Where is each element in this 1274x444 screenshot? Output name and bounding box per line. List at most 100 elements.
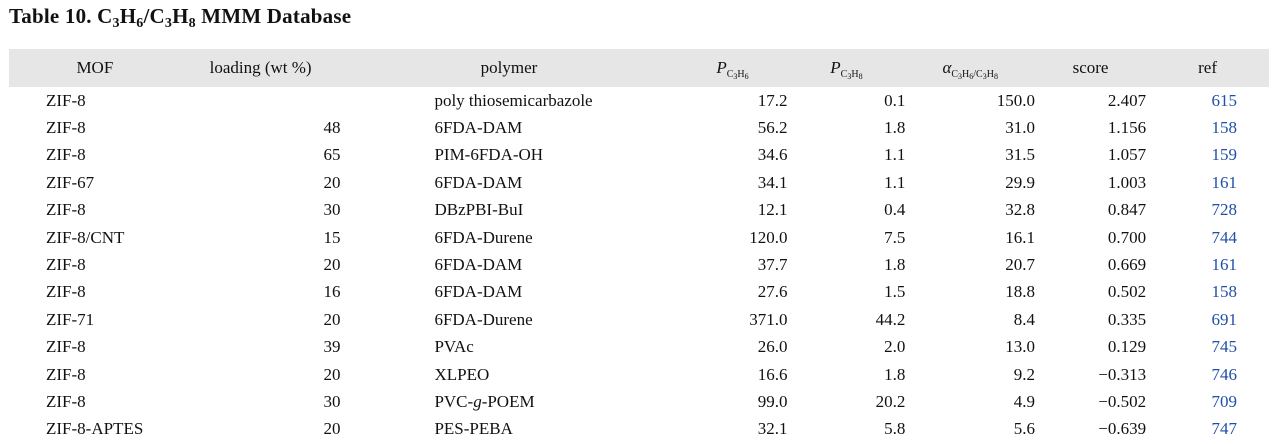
cell-score: 1.057 bbox=[1107, 145, 1147, 165]
cell-loading: 30 bbox=[323, 391, 341, 411]
table-row: ZIF-8 65 PIM-6FDA-OH 34.6 1.1 31.5 1.057… bbox=[9, 142, 1269, 169]
table-row: ZIF-67 20 6FDA-DAM 34.1 1.1 29.9 1.003 1… bbox=[9, 169, 1269, 196]
cell-p-c3h6: 37.7 bbox=[757, 255, 788, 275]
ref-link[interactable]: 691 bbox=[1211, 309, 1238, 329]
cell-score: 0.847 bbox=[1107, 200, 1147, 220]
cell-score: −0.639 bbox=[1098, 419, 1147, 439]
ref-link[interactable]: 744 bbox=[1211, 227, 1238, 247]
cell-loading: 20 bbox=[323, 419, 341, 439]
cell-p-c3h6: 17.2 bbox=[757, 90, 788, 110]
cell-p-c3h6: 120.0 bbox=[749, 227, 788, 247]
cell-p-c3h8: 2.0 bbox=[884, 337, 906, 357]
cell-mof: ZIF-8 bbox=[46, 282, 86, 302]
cell-alpha: 4.9 bbox=[1013, 391, 1035, 411]
ref-link[interactable]: 746 bbox=[1211, 364, 1238, 384]
table-row: ZIF-8 48 6FDA-DAM 56.2 1.8 31.0 1.156 15… bbox=[9, 114, 1269, 141]
cell-mof: ZIF-8 bbox=[46, 90, 86, 110]
mmm-database-table: MOF loading (wt %) polymer PC3H6 PC3H8 α… bbox=[9, 49, 1269, 443]
ref-link[interactable]: 709 bbox=[1211, 391, 1238, 411]
ref-link[interactable]: 161 bbox=[1211, 255, 1238, 275]
cell-p-c3h8: 1.1 bbox=[884, 172, 906, 192]
cell-score: 0.502 bbox=[1107, 282, 1147, 302]
cell-p-c3h6: 34.6 bbox=[757, 145, 788, 165]
cell-p-c3h6: 26.0 bbox=[757, 337, 788, 357]
cell-p-c3h8: 44.2 bbox=[875, 309, 906, 329]
cell-p-c3h6: 12.1 bbox=[757, 200, 788, 220]
cell-score: 2.407 bbox=[1107, 90, 1147, 110]
cell-alpha: 20.7 bbox=[1005, 255, 1035, 275]
cell-p-c3h8: 0.4 bbox=[884, 200, 906, 220]
cell-alpha: 29.9 bbox=[1005, 172, 1035, 192]
cell-polymer: 6FDA-DAM bbox=[434, 118, 523, 138]
cell-loading: 15 bbox=[323, 227, 341, 247]
ref-link[interactable]: 159 bbox=[1211, 145, 1238, 165]
cell-loading: 20 bbox=[323, 364, 341, 384]
cell-p-c3h8: 20.2 bbox=[875, 391, 906, 411]
header-mof: MOF bbox=[76, 58, 114, 77]
cell-p-c3h8: 1.8 bbox=[884, 364, 906, 384]
cell-p-c3h8: 1.8 bbox=[884, 255, 906, 275]
cell-mof: ZIF-8-APTES bbox=[46, 419, 144, 439]
cell-alpha: 18.8 bbox=[1005, 282, 1035, 302]
table-row: ZIF-8 20 6FDA-DAM 37.7 1.8 20.7 0.669 16… bbox=[9, 251, 1269, 278]
cell-polymer: 6FDA-DAM bbox=[434, 282, 523, 302]
cell-polymer: 6FDA-Durene bbox=[434, 309, 533, 329]
cell-polymer: 6FDA-Durene bbox=[434, 227, 533, 247]
ref-link[interactable]: 615 bbox=[1211, 90, 1238, 110]
cell-p-c3h6: 99.0 bbox=[757, 391, 788, 411]
cell-score: −0.502 bbox=[1098, 391, 1147, 411]
cell-loading: 30 bbox=[323, 200, 341, 220]
cell-score: 0.669 bbox=[1107, 255, 1147, 275]
cell-p-c3h8: 7.5 bbox=[884, 227, 906, 247]
cell-alpha: 9.2 bbox=[1013, 364, 1035, 384]
cell-polymer: PES-PEBA bbox=[434, 419, 513, 439]
cell-alpha: 5.6 bbox=[1013, 419, 1035, 439]
cell-score: −0.313 bbox=[1098, 364, 1147, 384]
ref-link[interactable]: 161 bbox=[1211, 172, 1238, 192]
header-alpha: αC3H6/C3H8 bbox=[942, 58, 998, 81]
ref-link[interactable]: 158 bbox=[1211, 118, 1238, 138]
cell-p-c3h6: 27.6 bbox=[757, 282, 788, 302]
cell-alpha: 8.4 bbox=[1013, 309, 1035, 329]
cell-alpha: 16.1 bbox=[1005, 227, 1035, 247]
header-p-c3h6: PC3H6 bbox=[716, 58, 749, 81]
ref-link[interactable]: 745 bbox=[1211, 337, 1238, 357]
header-ref: ref bbox=[1198, 58, 1217, 77]
cell-mof: ZIF-8 bbox=[46, 255, 86, 275]
cell-polymer: PVC-g-POEM bbox=[434, 391, 535, 411]
cell-polymer: poly thiosemicarbazole bbox=[434, 90, 593, 110]
cell-loading: 39 bbox=[323, 337, 341, 357]
cell-p-c3h8: 1.5 bbox=[884, 282, 906, 302]
cell-mof: ZIF-8 bbox=[46, 391, 86, 411]
cell-p-c3h8: 0.1 bbox=[884, 90, 906, 110]
cell-p-c3h6: 34.1 bbox=[757, 172, 788, 192]
header-polymer: polymer bbox=[480, 58, 538, 77]
cell-polymer: XLPEO bbox=[434, 364, 490, 384]
cell-alpha: 31.5 bbox=[1005, 145, 1035, 165]
cell-score: 1.156 bbox=[1107, 118, 1147, 138]
cell-loading: 48 bbox=[323, 118, 341, 138]
cell-alpha: 31.0 bbox=[1005, 118, 1035, 138]
cell-score: 0.700 bbox=[1107, 227, 1147, 247]
table-row: ZIF-8-APTES 20 PES-PEBA 32.1 5.8 5.6 −0.… bbox=[9, 416, 1269, 443]
cell-p-c3h6: 16.6 bbox=[757, 364, 788, 384]
header-row: MOF loading (wt %) polymer PC3H6 PC3H8 α… bbox=[9, 49, 1269, 87]
cell-loading: 20 bbox=[323, 255, 341, 275]
cell-mof: ZIF-8/CNT bbox=[46, 227, 125, 247]
cell-p-c3h8: 1.8 bbox=[884, 118, 906, 138]
cell-loading: 16 bbox=[323, 282, 341, 302]
ref-link[interactable]: 747 bbox=[1211, 419, 1238, 439]
header-score: score bbox=[1072, 58, 1109, 77]
cell-mof: ZIF-67 bbox=[46, 172, 95, 192]
cell-mof: ZIF-8 bbox=[46, 364, 86, 384]
table-row: ZIF-8 30 PVC-g-POEM 99.0 20.2 4.9 −0.502… bbox=[9, 388, 1269, 415]
table-title: Table 10. C3H6/C3H8 MMM Database bbox=[9, 4, 352, 31]
cell-p-c3h6: 56.2 bbox=[757, 118, 788, 138]
cell-mof: ZIF-8 bbox=[46, 118, 86, 138]
cell-mof: ZIF-8 bbox=[46, 337, 86, 357]
cell-loading: 20 bbox=[323, 172, 341, 192]
ref-link[interactable]: 158 bbox=[1211, 282, 1238, 302]
cell-polymer: 6FDA-DAM bbox=[434, 255, 523, 275]
ref-link[interactable]: 728 bbox=[1211, 200, 1238, 220]
cell-mof: ZIF-8 bbox=[46, 145, 86, 165]
